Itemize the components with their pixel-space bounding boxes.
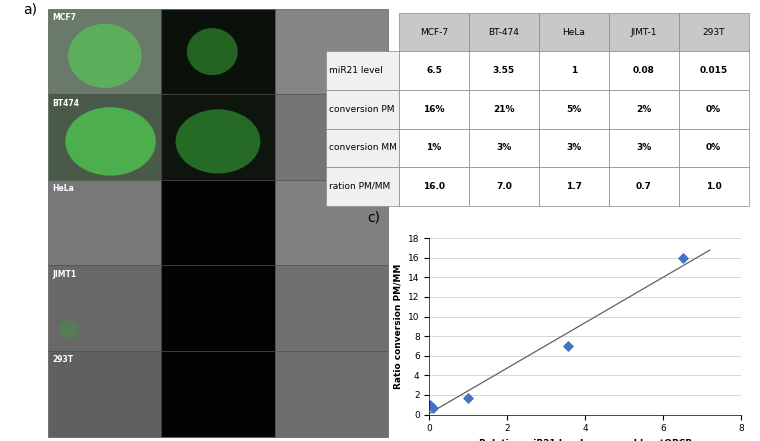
Bar bbox=[161, 265, 274, 351]
Bar bbox=[274, 94, 388, 180]
Text: c): c) bbox=[367, 210, 380, 224]
Point bbox=[424, 401, 436, 408]
Point bbox=[676, 254, 689, 261]
Bar bbox=[49, 351, 161, 437]
Text: JIMT1: JIMT1 bbox=[52, 270, 76, 279]
Ellipse shape bbox=[176, 109, 261, 173]
Bar bbox=[161, 180, 274, 265]
Ellipse shape bbox=[68, 24, 141, 88]
Text: a): a) bbox=[23, 2, 36, 16]
Bar bbox=[49, 265, 161, 351]
Bar bbox=[274, 180, 388, 265]
Ellipse shape bbox=[187, 28, 238, 75]
Bar bbox=[49, 94, 161, 180]
Bar bbox=[161, 9, 274, 94]
Y-axis label: Ratio conversion PM/MM: Ratio conversion PM/MM bbox=[394, 264, 403, 389]
Bar bbox=[161, 94, 274, 180]
Text: HeLa: HeLa bbox=[52, 184, 74, 193]
Point bbox=[426, 404, 439, 411]
Point bbox=[562, 342, 574, 349]
Text: BT474: BT474 bbox=[52, 99, 79, 108]
Ellipse shape bbox=[65, 107, 156, 176]
X-axis label: Relative miR21 level measured by rtQPCR: Relative miR21 level measured by rtQPCR bbox=[479, 439, 692, 441]
Bar bbox=[274, 9, 388, 94]
Ellipse shape bbox=[59, 320, 79, 339]
Point bbox=[462, 394, 474, 401]
Text: 293T: 293T bbox=[52, 355, 73, 364]
Bar bbox=[49, 9, 161, 94]
Text: MCF7: MCF7 bbox=[52, 13, 76, 22]
Bar bbox=[49, 180, 161, 265]
Bar bbox=[274, 265, 388, 351]
Bar bbox=[161, 351, 274, 437]
Bar bbox=[274, 351, 388, 437]
